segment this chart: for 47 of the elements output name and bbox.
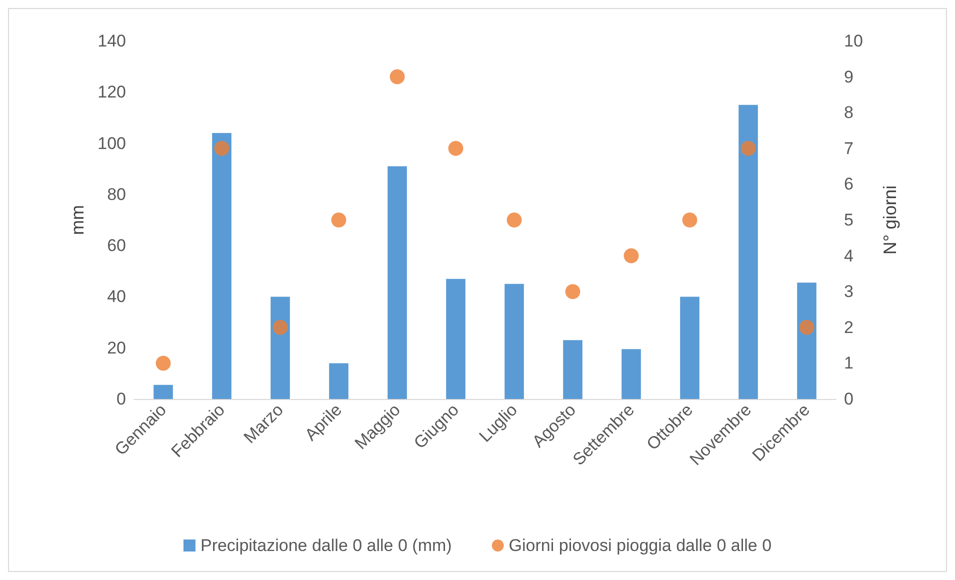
bar xyxy=(270,296,290,399)
y2-tick-label: 3 xyxy=(844,282,854,302)
point xyxy=(565,284,580,300)
y-tick-label: 100 xyxy=(98,134,126,153)
y2-tick-label: 10 xyxy=(844,32,863,50)
y2-tick-label: 8 xyxy=(844,103,854,122)
bar xyxy=(446,278,466,399)
y2-tick-label: 4 xyxy=(844,246,854,266)
bar xyxy=(563,340,582,399)
point xyxy=(331,212,346,228)
y-tick-label: 0 xyxy=(116,390,126,408)
y2-tick-label: 2 xyxy=(844,318,854,337)
y2-tick-label: 0 xyxy=(844,390,854,408)
point xyxy=(740,140,756,156)
y2-tick-label: 1 xyxy=(844,354,854,373)
y-tick-label: 120 xyxy=(98,82,126,102)
point xyxy=(682,212,698,228)
legend-label: Precipitazione dalle 0 alle 0 (mm) xyxy=(200,536,452,555)
y2-axis-title: N° giorni xyxy=(880,185,900,255)
bar xyxy=(329,363,348,399)
bar xyxy=(504,284,524,399)
point xyxy=(506,212,522,228)
y2-tick-label: 5 xyxy=(844,210,854,230)
point xyxy=(448,140,464,156)
bar xyxy=(388,166,407,399)
bar xyxy=(622,349,641,399)
y-tick-label: 80 xyxy=(107,184,126,204)
y-tick-label: 60 xyxy=(107,236,126,256)
point xyxy=(156,356,171,371)
y2-tick-label: 7 xyxy=(844,138,854,158)
y2-tick-label: 9 xyxy=(844,67,854,86)
bar xyxy=(680,296,700,399)
y2-tick-label: 6 xyxy=(844,174,854,194)
point xyxy=(799,320,814,335)
bar xyxy=(154,384,173,399)
point xyxy=(272,320,288,335)
point xyxy=(214,140,230,156)
legend-label: Giorni piovosi pioggia dalle 0 alle 0 xyxy=(508,536,772,555)
bar xyxy=(212,133,232,399)
bar xyxy=(738,104,758,399)
point xyxy=(390,69,405,84)
y-tick-label: 20 xyxy=(107,338,126,358)
bar xyxy=(797,282,816,399)
y-tick-label: 40 xyxy=(107,287,126,306)
y-tick-label: 140 xyxy=(98,32,126,50)
y-axis-title: mm xyxy=(68,205,88,235)
point xyxy=(624,248,639,264)
